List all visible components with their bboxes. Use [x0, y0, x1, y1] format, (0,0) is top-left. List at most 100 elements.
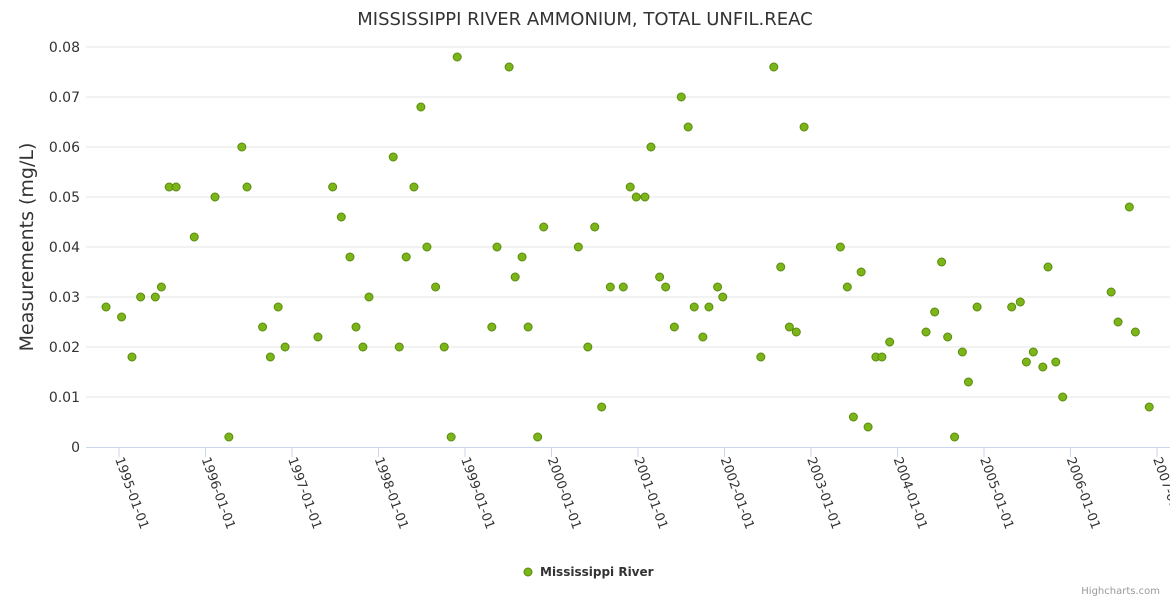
data-point[interactable]: [345, 252, 355, 262]
data-point[interactable]: [646, 142, 656, 152]
data-point[interactable]: [597, 402, 607, 412]
data-point[interactable]: [640, 192, 650, 202]
data-point[interactable]: [661, 282, 671, 292]
data-point[interactable]: [1043, 262, 1053, 272]
data-point[interactable]: [1106, 287, 1116, 297]
data-point[interactable]: [388, 152, 398, 162]
data-point[interactable]: [1021, 357, 1031, 367]
data-point[interactable]: [492, 242, 502, 252]
data-point[interactable]: [756, 352, 766, 362]
data-point[interactable]: [957, 347, 967, 357]
data-point[interactable]: [972, 302, 982, 312]
data-point[interactable]: [631, 192, 641, 202]
data-point[interactable]: [590, 222, 600, 232]
data-point[interactable]: [313, 332, 323, 342]
data-point[interactable]: [351, 322, 361, 332]
data-point[interactable]: [446, 432, 456, 442]
data-point[interactable]: [1058, 392, 1068, 402]
data-point[interactable]: [769, 62, 779, 72]
data-point[interactable]: [150, 292, 160, 302]
data-point[interactable]: [127, 352, 137, 362]
data-point[interactable]: [136, 292, 146, 302]
data-point[interactable]: [394, 342, 404, 352]
data-point[interactable]: [848, 412, 858, 422]
x-tick-label: 2003-01-01: [803, 455, 843, 531]
data-point[interactable]: [937, 257, 947, 267]
data-point[interactable]: [1124, 202, 1134, 212]
data-point[interactable]: [189, 232, 199, 242]
data-point[interactable]: [101, 302, 111, 312]
data-point[interactable]: [1113, 317, 1123, 327]
data-point[interactable]: [1038, 362, 1048, 372]
data-point[interactable]: [799, 122, 809, 132]
data-point[interactable]: [791, 327, 801, 337]
data-point[interactable]: [439, 342, 449, 352]
data-point[interactable]: [784, 322, 794, 332]
data-point[interactable]: [856, 267, 866, 277]
data-point[interactable]: [242, 182, 252, 192]
data-point[interactable]: [583, 342, 593, 352]
data-point[interactable]: [605, 282, 615, 292]
data-point[interactable]: [835, 242, 845, 252]
data-point[interactable]: [655, 272, 665, 282]
data-point[interactable]: [416, 102, 426, 112]
data-point[interactable]: [669, 322, 679, 332]
data-point[interactable]: [336, 212, 346, 222]
data-point[interactable]: [504, 62, 514, 72]
data-point[interactable]: [265, 352, 275, 362]
data-point[interactable]: [224, 432, 234, 442]
data-point[interactable]: [364, 292, 374, 302]
data-point[interactable]: [930, 307, 940, 317]
data-point[interactable]: [1130, 327, 1140, 337]
data-point[interactable]: [1051, 357, 1061, 367]
x-tick-label: 1998-01-01: [371, 455, 411, 531]
data-point[interactable]: [698, 332, 708, 342]
data-point[interactable]: [156, 282, 166, 292]
data-point[interactable]: [452, 52, 462, 62]
data-point[interactable]: [718, 292, 728, 302]
data-point[interactable]: [510, 272, 520, 282]
data-point[interactable]: [950, 432, 960, 442]
y-tick-label: 0.05: [49, 190, 80, 206]
data-point[interactable]: [1007, 302, 1017, 312]
data-point[interactable]: [573, 242, 583, 252]
data-point[interactable]: [877, 352, 887, 362]
data-point[interactable]: [358, 342, 368, 352]
data-point[interactable]: [943, 332, 953, 342]
data-point[interactable]: [963, 377, 973, 387]
data-point[interactable]: [523, 322, 533, 332]
credits-link[interactable]: Highcharts.com: [1081, 586, 1160, 597]
data-point[interactable]: [487, 322, 497, 332]
data-point[interactable]: [676, 92, 686, 102]
data-point[interactable]: [704, 302, 714, 312]
data-point[interactable]: [533, 432, 543, 442]
data-point[interactable]: [237, 142, 247, 152]
data-point[interactable]: [431, 282, 441, 292]
data-point[interactable]: [842, 282, 852, 292]
data-point[interactable]: [539, 222, 549, 232]
data-point[interactable]: [885, 337, 895, 347]
data-point[interactable]: [117, 312, 127, 322]
data-point[interactable]: [776, 262, 786, 272]
legend-item[interactable]: Mississippi River: [523, 565, 654, 579]
data-point[interactable]: [683, 122, 693, 132]
data-point[interactable]: [422, 242, 432, 252]
data-point[interactable]: [258, 322, 268, 332]
data-point[interactable]: [210, 192, 220, 202]
data-point[interactable]: [689, 302, 699, 312]
data-point[interactable]: [401, 252, 411, 262]
data-point[interactable]: [625, 182, 635, 192]
data-point[interactable]: [713, 282, 723, 292]
data-point[interactable]: [517, 252, 527, 262]
data-point[interactable]: [328, 182, 338, 192]
data-point[interactable]: [1028, 347, 1038, 357]
data-point[interactable]: [1144, 402, 1154, 412]
data-point[interactable]: [273, 302, 283, 312]
data-point[interactable]: [171, 182, 181, 192]
data-point[interactable]: [280, 342, 290, 352]
data-point[interactable]: [618, 282, 628, 292]
data-point[interactable]: [921, 327, 931, 337]
data-point[interactable]: [863, 422, 873, 432]
data-point[interactable]: [409, 182, 419, 192]
data-point[interactable]: [1015, 297, 1025, 307]
